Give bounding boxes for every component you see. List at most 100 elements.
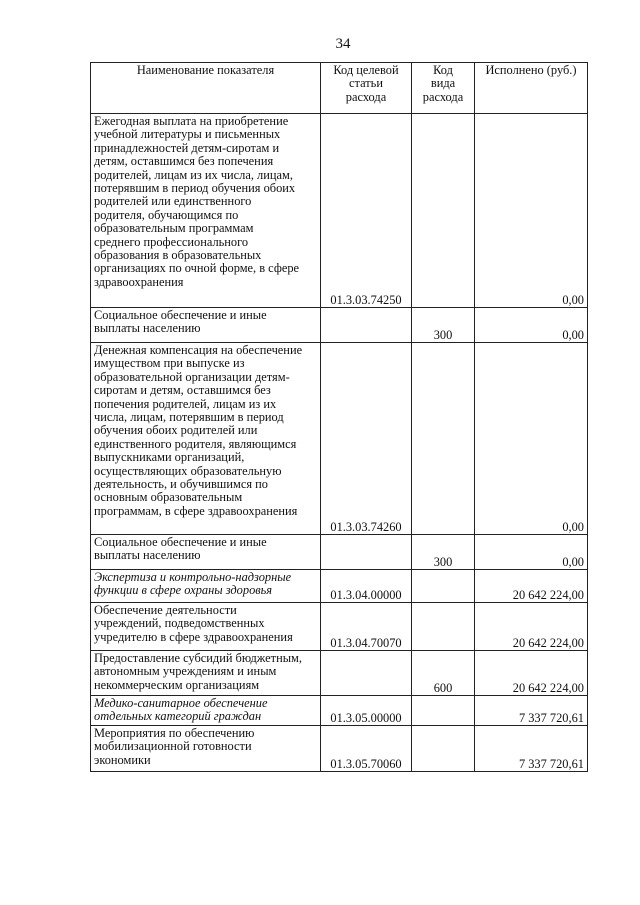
indicator-name-line: потерявшим в период обучения обоих: [94, 181, 296, 196]
indicator-name-line: здравоохранения: [94, 274, 184, 289]
target-code: [320, 650, 412, 696]
indicator-name-line: учреждений, подведомственных: [94, 616, 265, 631]
indicator-name-line: детям, оставшимся без попечения: [94, 154, 274, 169]
indicator-name-line: учебной литературы и письменных: [94, 127, 281, 142]
indicator-name-line: выплаты населению: [94, 321, 201, 336]
indicator-name-line: родителя, обучающимся по: [94, 207, 239, 222]
indicator-name-line: отдельных категорий граждан: [94, 709, 262, 724]
indicator-name-line: экономики: [94, 752, 151, 767]
table-row: Мероприятия по обеспечению мобилизационно…: [90, 725, 588, 772]
executed-amount: 0,00: [474, 534, 588, 570]
table-row: Ежегодная выплата на приобретение учебной…: [90, 113, 588, 308]
indicator-name-line: автономным учреждениям и иным: [94, 664, 277, 679]
target-code: [320, 534, 412, 570]
executed-amount: 20 642 224,00: [474, 569, 588, 603]
executed-amount: 7 337 720,61: [474, 695, 588, 726]
indicator-name-line: среднего профессионального: [94, 234, 249, 249]
indicator-name: Обеспечение деятельности учреждений, подв…: [90, 602, 321, 651]
header-line: Исполнено (руб.): [485, 63, 577, 77]
executed-amount: 0,00: [474, 342, 588, 535]
indicator-name-line: Предоставление субсидий бюджетным,: [94, 651, 302, 665]
target-code: 01.3.04.70070: [320, 602, 412, 651]
indicator-name-line: Социальное обеспечение и иные: [94, 535, 267, 549]
header-line: статьи: [349, 76, 383, 91]
executed-amount: 20 642 224,00: [474, 602, 588, 651]
target-code: 01.3.04.00000: [320, 569, 412, 603]
indicator-name: Предоставление субсидий бюджетным, автоно…: [90, 650, 321, 696]
indicator-name-line: Ежегодная выплата на приобретение: [94, 114, 289, 128]
table-row: Обеспечение деятельности учреждений, подв…: [90, 602, 588, 651]
table-row: Предоставление субсидий бюджетным, автоно…: [90, 650, 588, 696]
indicator-name-line: родителей или единственного: [94, 194, 252, 209]
header-line: расхода: [422, 89, 464, 104]
indicator-name-line: основным образовательным: [94, 490, 243, 505]
indicator-name-line: образования в образовательных: [94, 248, 262, 263]
indicator-name-line: некоммерческим организациям: [94, 677, 260, 692]
header-expense-type-code: Код вида расхода: [411, 62, 475, 114]
indicator-name-line: образовательным программам: [94, 221, 254, 236]
indicator-name-line: Социальное обеспечение и иные: [94, 308, 267, 322]
indicator-name-line: выпускниками организаций,: [94, 450, 245, 465]
executed-amount: 0,00: [474, 307, 588, 343]
target-code: 01.3.05.00000: [320, 695, 412, 726]
indicator-name-line: образовательной организации детям-: [94, 369, 290, 384]
indicator-name-line: имуществом при выпуске из: [94, 356, 245, 371]
target-code: 01.3.03.74250: [320, 113, 412, 308]
indicator-name-line: учредителю в сфере здравоохранения: [94, 629, 293, 644]
indicator-name-line: попечения родителей, лицам из их: [94, 396, 277, 411]
table-row: Денежная компенсация на обеспечение имуще…: [90, 342, 588, 535]
header-line: расхода: [345, 89, 387, 104]
indicator-name-line: программам, в сфере здравоохранения: [94, 503, 298, 518]
indicator-name-line: принадлежностей детям-сиротам и: [94, 140, 280, 155]
indicator-name-line: единственного родителя, являющимся: [94, 436, 297, 451]
indicator-name-line: мобилизационной готовности: [94, 739, 252, 754]
indicator-name: Социальное обеспечение и иные выплаты нас…: [90, 534, 321, 570]
table-row: Социальное обеспечение и иные выплаты нас…: [90, 534, 588, 570]
table-row: Экспертиза и контрольно-надзорные функции…: [90, 569, 588, 603]
expense-type-code: 300: [411, 534, 475, 570]
indicator-name-line: сиротам и детям, оставшимся без: [94, 383, 271, 398]
target-code: 01.3.05.70060: [320, 725, 412, 772]
indicator-name-line: Мероприятия по обеспечению: [94, 726, 255, 740]
header-target-code: Код целевой статьи расхода: [320, 62, 412, 114]
indicator-name: Экспертиза и контрольно-надзорные функции…: [90, 569, 321, 603]
indicator-name: Ежегодная выплата на приобретение учебной…: [90, 113, 321, 308]
indicator-name: Денежная компенсация на обеспечение имуще…: [90, 342, 321, 535]
expense-type-code: [411, 113, 475, 308]
expense-type-code: [411, 695, 475, 726]
header-line: вида: [430, 76, 456, 91]
indicator-name-line: Денежная компенсация на обеспечение: [94, 343, 303, 357]
indicator-name-line: деятельность, и обучившимся по: [94, 477, 268, 492]
header-line: Наименование показателя: [136, 63, 275, 77]
expense-type-code: 300: [411, 307, 475, 343]
header-executed-amount: Исполнено (руб.): [474, 62, 588, 114]
table-header-row: Наименование показателя Код целевой статьи…: [90, 62, 588, 114]
header-indicator-name: Наименование показателя: [90, 62, 321, 114]
expense-type-code: [411, 569, 475, 603]
expense-type-code: 600: [411, 650, 475, 696]
expense-type-code: [411, 342, 475, 535]
target-code: 01.3.03.74260: [320, 342, 412, 535]
indicator-name: Мероприятия по обеспечению мобилизационно…: [90, 725, 321, 772]
indicator-name: Социальное обеспечение и иные выплаты нас…: [90, 307, 321, 343]
indicator-name-line: родителей, лицам из их числа, лицам,: [94, 167, 293, 182]
indicator-name-line: организациях по очной форме, в сфере: [94, 261, 300, 276]
header-line: Код целевой: [333, 63, 399, 77]
executed-amount: 20 642 224,00: [474, 650, 588, 696]
target-code: [320, 307, 412, 343]
table-row: Социальное обеспечение и иные выплаты нас…: [90, 307, 588, 343]
executed-amount: 7 337 720,61: [474, 725, 588, 772]
indicator-name-line: Обеспечение деятельности: [94, 603, 237, 617]
indicator-name-line: числа, лицам, потерявшим в период: [94, 410, 284, 425]
indicator-name: Медико-санитарное обеспечение отдельных к…: [90, 695, 321, 726]
header-line: Код: [433, 63, 453, 77]
table-row: Медико-санитарное обеспечение отдельных к…: [90, 695, 588, 726]
expense-type-code: [411, 602, 475, 651]
indicator-name-line: выплаты населению: [94, 548, 201, 563]
budget-table: Наименование показателя Код целевой статьи…: [90, 62, 588, 772]
indicator-name-line: Медико-санитарное обеспечение: [94, 696, 268, 710]
indicator-name-line: функции в сфере охраны здоровья: [94, 583, 273, 598]
indicator-name-line: осуществляющих образовательную: [94, 463, 282, 478]
expense-type-code: [411, 725, 475, 772]
indicator-name-line: Экспертиза и контрольно-надзорные: [94, 570, 292, 584]
